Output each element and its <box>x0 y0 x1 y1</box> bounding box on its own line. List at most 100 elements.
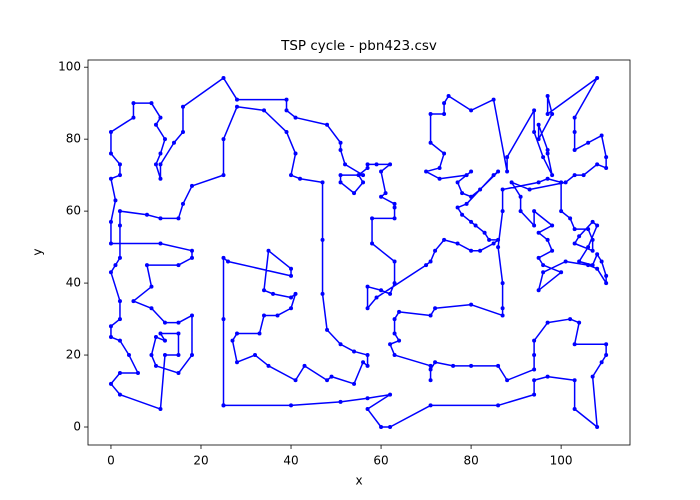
city-point <box>253 353 258 358</box>
city-point <box>320 291 325 296</box>
city-point <box>572 227 577 232</box>
city-point <box>180 201 185 206</box>
city-point <box>293 378 298 383</box>
city-point <box>383 191 388 196</box>
y-tick-label: 0 <box>73 420 81 434</box>
city-point <box>235 97 240 102</box>
city-point <box>518 209 523 214</box>
city-point <box>428 403 433 408</box>
city-point <box>221 137 226 142</box>
city-point <box>108 176 113 181</box>
city-point <box>397 309 402 314</box>
city-point <box>365 306 370 311</box>
city-point <box>518 194 523 199</box>
city-point <box>235 331 240 336</box>
city-point <box>149 101 154 106</box>
city-point <box>500 281 505 286</box>
city-point <box>162 353 167 358</box>
city-point <box>221 75 226 80</box>
city-point <box>433 360 438 365</box>
city-point <box>590 248 595 253</box>
city-point <box>221 403 226 408</box>
city-point <box>505 169 510 174</box>
city-point <box>235 360 240 365</box>
city-point <box>171 140 176 145</box>
city-point <box>397 338 402 343</box>
city-point <box>158 241 163 246</box>
city-point <box>482 230 487 235</box>
city-point <box>545 147 550 152</box>
city-point <box>541 263 546 268</box>
city-point <box>113 263 118 268</box>
city-point <box>117 392 122 397</box>
city-point <box>500 306 505 311</box>
city-point <box>153 335 158 340</box>
city-point <box>153 363 158 368</box>
city-point <box>320 180 325 185</box>
city-point <box>289 273 294 278</box>
city-point <box>153 122 158 127</box>
city-point <box>545 111 550 116</box>
city-point <box>433 306 438 311</box>
city-point <box>158 162 163 167</box>
city-point <box>586 263 591 268</box>
city-point <box>392 201 397 206</box>
city-point <box>302 363 307 368</box>
city-point <box>590 219 595 224</box>
city-point <box>131 101 136 106</box>
city-point <box>117 299 122 304</box>
city-point <box>469 302 474 307</box>
city-point <box>388 162 393 167</box>
city-point <box>532 223 537 228</box>
city-point <box>572 407 577 412</box>
city-point <box>379 425 384 430</box>
city-point <box>586 140 591 145</box>
city-point <box>433 248 438 253</box>
city-point <box>604 273 609 278</box>
city-point <box>284 108 289 113</box>
city-point <box>162 320 167 325</box>
city-point <box>392 281 397 286</box>
city-point <box>293 115 298 120</box>
city-point <box>262 313 267 318</box>
city-point <box>117 162 122 167</box>
city-point <box>572 342 577 347</box>
city-point <box>545 151 550 156</box>
city-point <box>545 176 550 181</box>
city-point <box>189 183 194 188</box>
city-point <box>108 270 113 275</box>
city-point <box>176 371 181 376</box>
city-point <box>379 288 384 293</box>
x-tick-label: 100 <box>550 454 573 468</box>
city-point <box>108 241 113 246</box>
city-point <box>455 241 460 246</box>
city-point <box>536 230 541 235</box>
city-point <box>365 284 370 289</box>
city-point <box>162 338 167 343</box>
city-point <box>595 425 600 430</box>
city-point <box>189 255 194 260</box>
city-point <box>428 367 433 372</box>
city-point <box>289 306 294 311</box>
city-point <box>500 209 505 214</box>
x-tick-label: 60 <box>373 454 388 468</box>
city-point <box>289 173 294 178</box>
city-point <box>428 363 433 368</box>
city-point <box>550 173 555 178</box>
city-point <box>352 349 357 354</box>
city-point <box>320 237 325 242</box>
city-point <box>478 248 483 253</box>
city-point <box>131 115 136 120</box>
city-point <box>496 169 501 174</box>
city-point <box>424 263 429 268</box>
city-point <box>289 295 294 300</box>
city-point <box>149 306 154 311</box>
city-point <box>586 227 591 232</box>
city-point <box>541 270 546 275</box>
city-point <box>428 111 433 116</box>
city-point <box>469 219 474 224</box>
city-point <box>262 288 267 293</box>
city-point <box>595 266 600 271</box>
city-point <box>428 313 433 318</box>
city-point <box>176 320 181 325</box>
